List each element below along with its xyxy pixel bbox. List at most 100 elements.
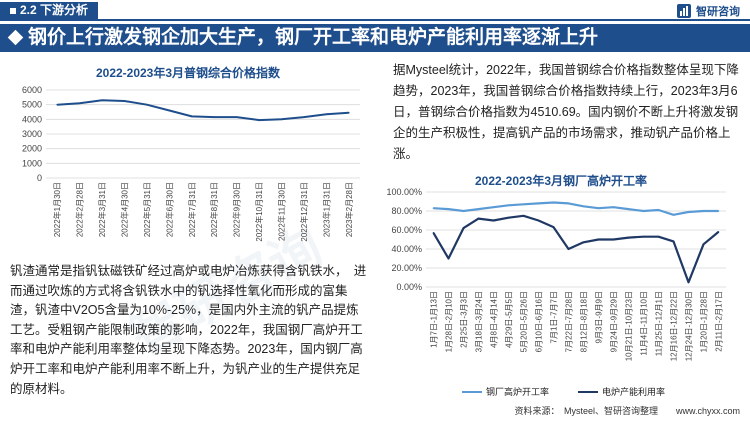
data-point (642, 210, 645, 212)
x-tick-label: 11月25日-12月1日 (655, 291, 664, 356)
x-tick-label: 2022年4月30日 (120, 182, 130, 237)
data-point (258, 119, 260, 121)
y-tick-label: 0.00% (396, 282, 422, 292)
x-tick-label: 8月12日-8月18日 (580, 291, 589, 352)
x-tick-label: 11月4日-11月10日 (640, 291, 649, 356)
data-point (447, 208, 450, 210)
title-bar: 钢价上行激发钢企加大生产，钢厂开工率和电炉产能利用率逐渐上升 (0, 24, 750, 52)
data-point (213, 116, 216, 118)
data-point (567, 248, 570, 250)
diamond-icon (7, 29, 24, 46)
x-tick-label: 1月20日-1月28日 (700, 291, 709, 352)
x-tick-label: 12月16日-12月22日 (670, 291, 679, 361)
data-point (627, 236, 630, 239)
price-analysis-text: 据Mysteel统计，2022年，我国普钢综合价格指数整体呈现下降趋势，2023… (393, 63, 739, 161)
data-point (612, 238, 615, 241)
logo: 智研咨询 (676, 3, 740, 19)
data-point (146, 103, 148, 106)
data-point (687, 281, 690, 284)
data-point (78, 102, 81, 104)
x-tick-label: 7月22日-7月28日 (565, 291, 574, 352)
data-point (447, 257, 450, 260)
series-line-0 (433, 201, 719, 216)
logo-text: 智研咨询 (696, 6, 740, 18)
x-tick-label: 7月1日-7月7日 (550, 291, 559, 343)
data-point (522, 214, 525, 217)
data-point (432, 207, 435, 209)
y-tick-label: 80.00% (391, 206, 422, 216)
data-point (627, 208, 630, 210)
section-label: 2.2 下游分析 (20, 3, 89, 17)
data-point (462, 210, 465, 212)
data-point (56, 103, 59, 106)
utilization-chart: 2022-2023年3月钢厂高炉开工率 0.00% 20.00% 40.00% 60.… (376, 170, 746, 398)
data-point (642, 235, 645, 238)
x-tick-label: 2023年2月28日 (344, 182, 354, 237)
vanadium-slag-text: 钒渣通常是指钒钛磁铁矿经过高炉或电炉冶炼获得含钒铁水， 进而通过吹炼的方式将含钒… (10, 264, 367, 396)
x-tick-label: 2022年9月30日 (232, 182, 242, 237)
x-tick-label: 6月10日-6月16日 (535, 291, 544, 352)
data-point (582, 205, 585, 208)
legend-item-blast-furnace: 钢厂高炉开工率 (462, 385, 549, 398)
data-point (567, 202, 570, 205)
x-tick-label: 2023年1月31日 (321, 182, 331, 237)
x-tick-label: 12月24日-12月30日 (685, 291, 694, 361)
data-point (101, 99, 103, 102)
data-point (303, 116, 305, 118)
y-tick-label: 100.00% (386, 187, 422, 197)
data-point (672, 240, 675, 243)
x-tick-label: 2022年6月30日 (164, 182, 174, 237)
price-index-chart: 2022-2023年3月普钢综合价格指数 0 1000 2000 3000 4000 50… (8, 60, 368, 260)
y-tick-label: 20.00% (391, 263, 422, 273)
logo-icon (677, 4, 691, 18)
section-tag: 2.2 下游分析 (0, 2, 99, 19)
data-point (168, 109, 171, 112)
data-point (492, 206, 495, 208)
legend-swatch-light (462, 390, 482, 393)
data-point (235, 116, 238, 118)
x-tick-label: 3月18日-3月24日 (475, 291, 484, 352)
data-point (432, 232, 435, 234)
chart1-title: 2022-2023年3月普钢综合价格指数 (95, 66, 281, 80)
x-tick-label: 2022年8月31日 (209, 182, 219, 237)
y-tick-label: 2000 (22, 144, 42, 154)
x-tick-label: 2022年3月31日 (97, 182, 107, 237)
data-point (657, 235, 660, 238)
data-point (717, 210, 720, 212)
header-divider (0, 19, 750, 21)
data-point (507, 216, 510, 219)
data-point (717, 231, 720, 233)
x-tick-label: 2022年7月31日 (187, 182, 197, 237)
x-tick-label: 2022年10月31日 (254, 182, 264, 242)
utilization-svg: 0.00% 20.00% 40.00% 60.00% 80.00% 100.00% 1月7日… (386, 187, 726, 361)
x-tick-label: 4月29日-5月5日 (505, 291, 514, 348)
data-point (477, 208, 480, 210)
data-point (597, 207, 600, 209)
chart2-title: 2022-2023年3月钢厂高炉开工率 (474, 174, 648, 188)
data-point (190, 115, 193, 118)
data-point (280, 118, 283, 121)
page-title: 钢价上行激发钢企加大生产，钢厂开工率和电炉产能利用率逐渐上升 (28, 27, 599, 48)
x-tick-label: 1月7日-1月13日 (430, 291, 439, 348)
square-icon (10, 7, 16, 14)
data-point (552, 201, 555, 204)
data-point (462, 227, 465, 229)
x-tick-label: 2022年2月28日 (75, 182, 85, 237)
x-tick-label: 2月11日-2月17日 (715, 291, 724, 352)
x-tick-label: 10月21日-10月23日 (625, 291, 634, 361)
data-point (507, 204, 510, 207)
y-tick-label: 5000 (22, 100, 42, 110)
x-tick-label: 2022年5月31日 (142, 182, 152, 237)
data-point (123, 100, 126, 102)
x-tick-label: 1月28日-2月10日 (445, 291, 454, 352)
y-tick-label: 0 (37, 173, 42, 183)
data-point (702, 210, 705, 212)
y-tick-label: 40.00% (391, 244, 422, 254)
data-point (522, 203, 525, 206)
x-tick-label: 2022年11月30日 (277, 182, 287, 241)
x-tick-label: 5月20日-5月26日 (520, 291, 529, 352)
y-tick-label: 60.00% (391, 225, 422, 235)
data-point (347, 111, 350, 114)
x-tick-label: 2月25日-3月3日 (460, 291, 469, 348)
y-tick-label: 3000 (22, 129, 42, 139)
